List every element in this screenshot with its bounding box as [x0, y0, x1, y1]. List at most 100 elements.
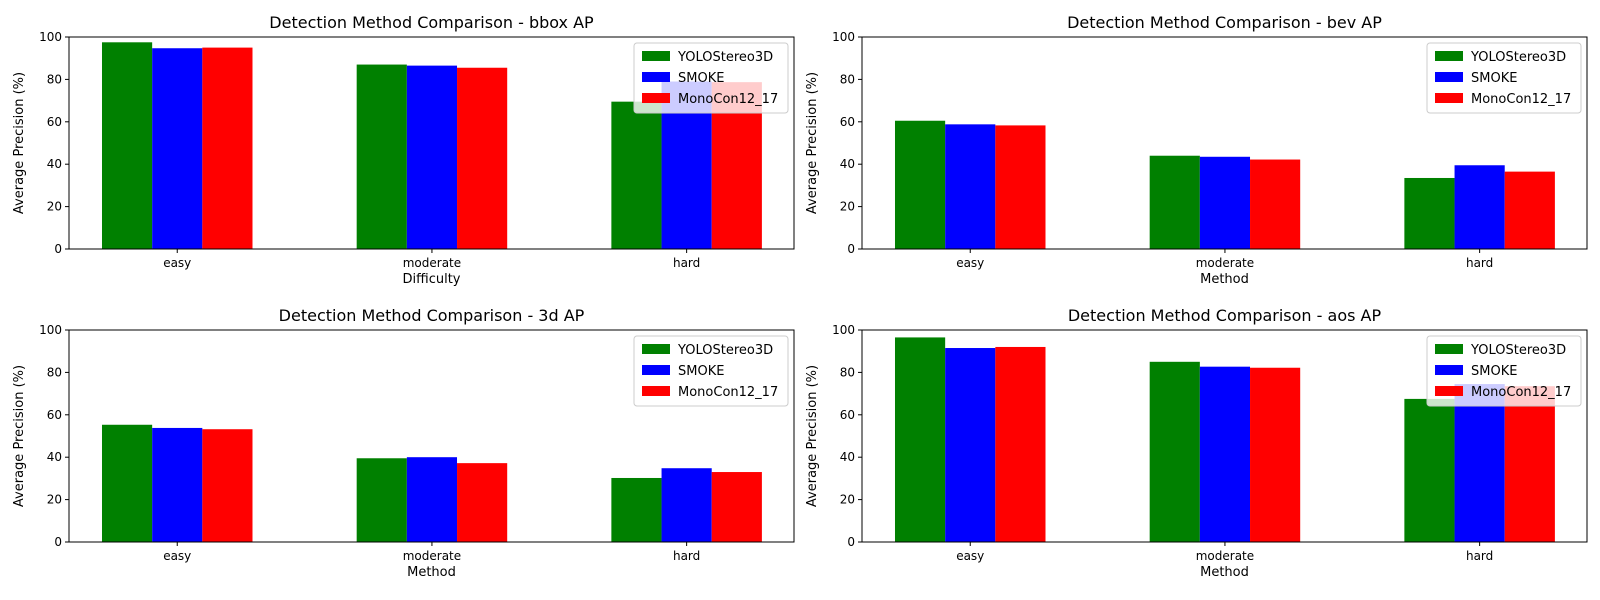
y-axis-label: Average Precision (%)	[12, 72, 27, 214]
legend: YOLOStereo3D SMOKE MonoCon12_17	[633, 335, 789, 407]
bar-smoke-easy	[945, 348, 996, 542]
x-axis-label: Method	[1200, 565, 1249, 580]
bar-yolostereo3d-easy	[101, 424, 153, 542]
bar-yolostereo3d-hard	[611, 477, 662, 542]
y-tick-label: 80	[47, 72, 62, 86]
bar-smoke-moderate	[406, 65, 458, 250]
x-tick-label-hard: hard	[1466, 256, 1493, 270]
legend-box	[633, 42, 789, 114]
legend: YOLOStereo3D SMOKE MonoCon12_17	[1426, 42, 1582, 114]
x-tick-label-hard: hard	[673, 256, 700, 270]
bar-smoke-easy	[152, 48, 203, 249]
y-tick-label: 40	[840, 450, 855, 464]
legend-box	[1426, 335, 1582, 407]
bar-monocon12-17-moderate	[1250, 159, 1301, 249]
bar-monocon12-17-easy	[202, 429, 253, 542]
x-tick-label-hard: hard	[1466, 549, 1493, 563]
x-axis-label: Difficulty	[403, 272, 461, 287]
legend-label: MonoCon12_17	[678, 92, 778, 107]
legend-label: YOLOStereo3D	[677, 50, 773, 65]
legend-label: SMOKE	[1471, 71, 1517, 86]
y-tick-label: 20	[840, 493, 855, 507]
chart-title: Detection Method Comparison - 3d AP	[279, 306, 585, 325]
y-tick-label: 0	[54, 535, 62, 549]
x-tick-label-moderate: moderate	[1196, 549, 1254, 563]
y-axis-label: Average Precision (%)	[805, 72, 820, 214]
legend-label: SMOKE	[1471, 364, 1517, 379]
legend-label: SMOKE	[678, 71, 724, 86]
y-tick-label: 60	[47, 115, 62, 129]
legend-swatch-monocon12-17	[1435, 93, 1463, 103]
chart-panel-1: 0 20 40 60 80 100 easy moderate hard Detection Me…	[12, 13, 795, 287]
legend-swatch-monocon12-17	[1435, 386, 1463, 396]
legend-label: YOLOStereo3D	[1470, 343, 1566, 358]
legend-label: MonoCon12_17	[1471, 385, 1571, 400]
bar-yolostereo3d-easy	[101, 42, 153, 249]
y-tick-label: 40	[47, 157, 62, 171]
bar-monocon12-17-moderate	[457, 463, 508, 542]
chart-title: Detection Method Comparison - bbox AP	[269, 13, 594, 32]
legend-label: SMOKE	[678, 364, 724, 379]
y-tick-label: 80	[840, 365, 855, 379]
x-tick-label-hard: hard	[673, 549, 700, 563]
legend-label: MonoCon12_17	[678, 385, 778, 400]
y-tick-label: 100	[39, 30, 62, 44]
x-tick-label-easy: easy	[163, 549, 191, 563]
x-tick-label-easy: easy	[956, 549, 984, 563]
bar-smoke-easy	[152, 427, 203, 542]
bar-smoke-easy	[945, 124, 996, 249]
y-tick-label: 60	[840, 115, 855, 129]
x-axis-label: Method	[1200, 272, 1249, 287]
y-tick-label: 60	[47, 408, 62, 422]
legend-swatch-yolostereo3d	[642, 51, 670, 61]
legend-swatch-smoke	[1435, 72, 1463, 82]
bar-yolostereo3d-moderate	[1149, 361, 1200, 542]
bar-monocon12-17-easy	[202, 47, 253, 249]
bar-smoke-moderate	[1199, 156, 1251, 249]
y-tick-label: 100	[39, 323, 62, 337]
legend: YOLOStereo3D SMOKE MonoCon12_17	[633, 42, 789, 114]
bar-yolostereo3d-easy	[894, 337, 946, 542]
bar-monocon12-17-hard	[1504, 171, 1555, 249]
bar-yolostereo3d-moderate	[356, 64, 407, 249]
legend-swatch-monocon12-17	[642, 93, 670, 103]
y-tick-label: 100	[832, 323, 855, 337]
legend-label: MonoCon12_17	[1471, 92, 1571, 107]
chart-panel-2: 0 20 40 60 80 100 easy moderate hard Detection Me…	[805, 13, 1588, 287]
y-tick-label: 60	[840, 408, 855, 422]
bar-monocon12-17-hard	[1504, 386, 1555, 542]
bar-monocon12-17-moderate	[1250, 367, 1301, 542]
bar-monocon12-17-hard	[711, 472, 762, 542]
legend-swatch-yolostereo3d	[1435, 51, 1463, 61]
legend-swatch-smoke	[642, 365, 670, 375]
bar-monocon12-17-easy	[995, 125, 1046, 249]
x-tick-label-moderate: moderate	[403, 256, 461, 270]
y-tick-label: 80	[47, 365, 62, 379]
y-tick-label: 20	[47, 493, 62, 507]
chart-title: Detection Method Comparison - aos AP	[1068, 306, 1382, 325]
bar-smoke-hard	[661, 468, 712, 542]
x-tick-label-easy: easy	[956, 256, 984, 270]
bar-monocon12-17-moderate	[457, 67, 508, 250]
y-tick-label: 0	[847, 242, 855, 256]
y-tick-label: 40	[840, 157, 855, 171]
x-tick-label-moderate: moderate	[1196, 256, 1254, 270]
legend-swatch-yolostereo3d	[642, 344, 670, 354]
legend-label: YOLOStereo3D	[1470, 50, 1566, 65]
chart-title: Detection Method Comparison - bev AP	[1067, 13, 1382, 32]
legend-label: YOLOStereo3D	[677, 343, 773, 358]
legend-box	[633, 335, 789, 407]
bar-yolostereo3d-hard	[1404, 177, 1455, 249]
y-tick-label: 100	[832, 30, 855, 44]
bar-yolostereo3d-hard	[1404, 398, 1455, 542]
y-axis-label: Average Precision (%)	[12, 365, 27, 507]
y-tick-label: 20	[840, 200, 855, 214]
bar-smoke-moderate	[1199, 366, 1251, 542]
bar-yolostereo3d-hard	[611, 101, 662, 249]
y-tick-label: 20	[47, 200, 62, 214]
chart-panel-3: 0 20 40 60 80 100 easy moderate hard Detection Me…	[12, 306, 795, 580]
x-tick-label-easy: easy	[163, 256, 191, 270]
y-tick-label: 40	[47, 450, 62, 464]
y-tick-label: 0	[54, 242, 62, 256]
bar-smoke-hard	[1454, 384, 1505, 542]
